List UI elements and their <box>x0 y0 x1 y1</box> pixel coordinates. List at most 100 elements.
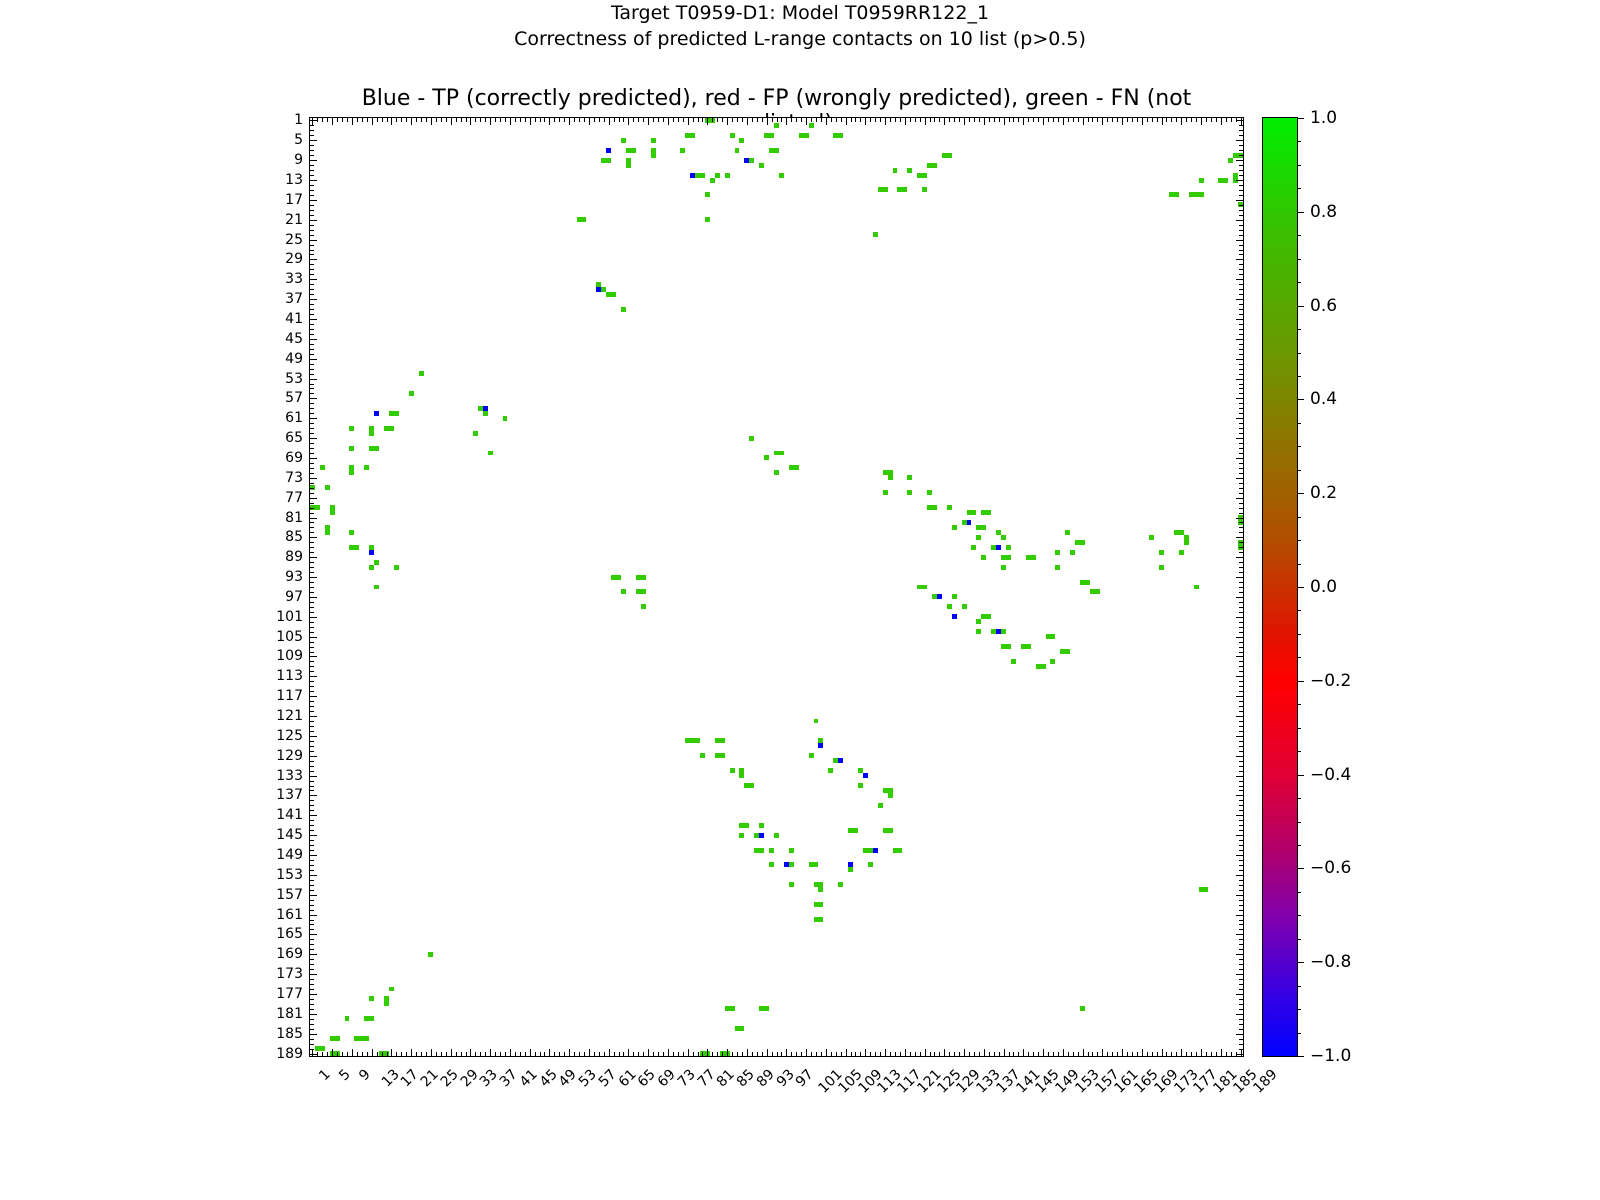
x-tick-top <box>855 118 857 122</box>
y-tick <box>310 194 314 196</box>
x-tick <box>1196 1052 1198 1056</box>
contact-cell <box>927 505 932 511</box>
y-axis-label: 189 <box>276 1045 303 1062</box>
x-tick <box>756 1052 758 1056</box>
x-tick <box>356 1052 358 1056</box>
x-tick <box>1191 1052 1193 1056</box>
y-tick-right <box>1239 989 1243 990</box>
y-tick <box>310 815 317 817</box>
x-tick <box>1205 1052 1207 1056</box>
x-tick <box>490 1049 492 1056</box>
contact-cell <box>1001 554 1007 560</box>
y-tick <box>310 755 317 757</box>
contact-cell <box>764 455 770 461</box>
x-tick-top <box>514 118 516 122</box>
x-tick-top <box>396 118 398 122</box>
y-tick-right <box>1236 1033 1243 1035</box>
y-tick-right <box>1239 527 1243 529</box>
y-tick <box>310 492 314 494</box>
contact-cell <box>981 510 987 516</box>
colorbar-minor-tick <box>1298 751 1301 753</box>
contact-cell <box>640 589 646 595</box>
y-tick-right <box>1236 338 1243 340</box>
x-tick-top <box>890 118 892 122</box>
y-tick-right <box>1239 959 1243 961</box>
y-tick <box>310 656 317 658</box>
y-axis-label: 1 <box>294 112 303 129</box>
y-tick <box>310 229 314 231</box>
contact-cell <box>877 802 883 808</box>
y-tick-right <box>1236 418 1243 420</box>
contact-cell <box>319 465 325 471</box>
y-tick-right <box>1239 522 1243 524</box>
y-tick <box>310 338 317 340</box>
y-axis-label: 141 <box>276 807 303 824</box>
contact-cell <box>976 619 982 625</box>
x-tick <box>391 1049 393 1056</box>
contact-cell <box>813 882 819 888</box>
y-tick-right <box>1239 641 1243 643</box>
y-tick-right <box>1239 984 1243 986</box>
x-tick <box>1107 1052 1109 1056</box>
x-tick <box>1092 1052 1094 1056</box>
colorbar-minor-tick <box>1298 657 1301 659</box>
colorbar-minor-tick <box>1298 164 1301 166</box>
colorbar-minor-tick <box>1298 633 1301 635</box>
y-tick-right <box>1236 219 1243 221</box>
contact-cell <box>388 410 394 416</box>
y-tick <box>310 611 314 613</box>
contact-cell <box>1025 644 1031 650</box>
y-tick-right <box>1239 512 1243 514</box>
contact-cell <box>1193 584 1199 590</box>
y-tick <box>310 591 314 593</box>
contact-cell <box>374 410 380 416</box>
contact-cell <box>897 187 903 193</box>
y-tick <box>310 284 314 286</box>
y-tick-right <box>1239 919 1243 921</box>
x-tick <box>603 1052 605 1056</box>
x-tick <box>366 1052 368 1056</box>
x-tick <box>455 1052 457 1056</box>
contact-cell <box>388 986 394 992</box>
y-tick-right <box>1239 711 1243 713</box>
contact-cell <box>349 425 355 431</box>
y-tick <box>310 423 314 425</box>
y-tick <box>310 497 317 499</box>
y-tick-right <box>1236 835 1243 837</box>
contact-cell <box>862 847 868 853</box>
x-tick-top <box>776 118 778 122</box>
y-tick <box>310 289 314 291</box>
x-tick <box>1230 1052 1232 1056</box>
contact-cell <box>927 490 932 496</box>
contact-cell <box>699 172 705 178</box>
x-tick <box>944 1049 946 1056</box>
y-tick <box>310 740 314 742</box>
x-tick-top <box>702 118 704 122</box>
x-tick <box>1166 1052 1168 1056</box>
x-tick-top <box>677 118 679 122</box>
x-tick <box>1156 1052 1158 1056</box>
x-tick-top <box>327 118 329 122</box>
x-tick-top <box>529 118 531 125</box>
y-tick <box>310 949 314 951</box>
contact-cell <box>754 847 760 853</box>
y-tick-right <box>1239 909 1243 911</box>
y-axis-label: 153 <box>276 866 303 883</box>
y-tick-right <box>1239 646 1243 648</box>
y-tick <box>310 467 314 469</box>
contact-map-plot-area[interactable] <box>309 117 1244 1057</box>
y-tick <box>310 299 317 301</box>
x-tick-top <box>909 118 911 122</box>
x-tick <box>465 1052 467 1056</box>
x-tick-top <box>1112 118 1114 122</box>
colorbar-minor-tick <box>1298 282 1301 284</box>
contact-cell <box>369 445 375 451</box>
contact-cell <box>966 520 972 525</box>
x-tick <box>327 1052 329 1056</box>
y-tick-right <box>1239 1023 1243 1025</box>
x-tick-top <box>1141 118 1143 125</box>
colorbar-minor-tick <box>1298 821 1301 823</box>
y-tick <box>310 621 314 623</box>
contact-cell <box>882 788 888 793</box>
x-tick-top <box>1043 118 1045 125</box>
